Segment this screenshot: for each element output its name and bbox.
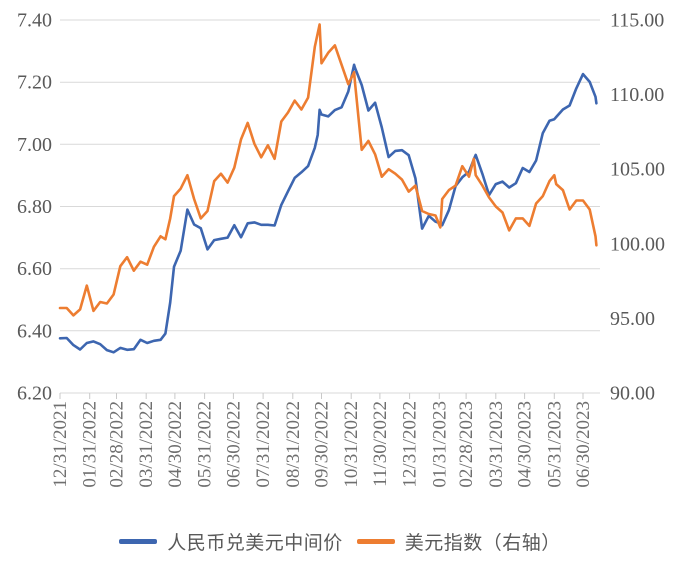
legend-item-cny-parity: 人民币兑美元中间价 <box>119 528 343 555</box>
series-line-cny-usd-central-parity <box>58 63 598 354</box>
left-axis-tick-label: 6.60 <box>17 258 52 280</box>
left-axis-tick-label: 6.40 <box>17 320 52 342</box>
right-axis-tick-label: 100.00 <box>610 233 665 255</box>
right-axis-tick-label: 115.00 <box>610 10 664 32</box>
left-axis-tick-label: 7.20 <box>17 72 52 94</box>
chart-legend: 人民币兑美元中间价 美元指数（右轴） <box>0 528 680 555</box>
legend-line-swatch-blue <box>119 539 158 544</box>
x-axis-tick-label: 12/31/2022 <box>400 401 421 488</box>
x-axis-tick-label: 05/31/2023 <box>544 401 565 488</box>
x-axis-tick-label: 05/31/2022 <box>195 401 216 488</box>
left-axis-tick-label: 7.40 <box>17 10 52 32</box>
series-line-usd-index <box>58 23 598 317</box>
x-axis-tick-label: 04/30/2023 <box>515 401 536 488</box>
x-axis-tick-label: 08/31/2022 <box>283 401 304 488</box>
legend-item-usd-index: 美元指数（右轴） <box>356 528 561 555</box>
x-axis-tick-label: 06/30/2023 <box>573 401 594 488</box>
left-axis-tick-label: 6.20 <box>17 383 52 405</box>
x-axis-tick-label: 01/31/2022 <box>80 401 101 488</box>
legend-line-swatch-orange <box>356 539 395 544</box>
x-axis-tick-label: 02/28/2023 <box>456 401 477 488</box>
right-axis-tick-label: 105.00 <box>610 159 665 181</box>
x-axis-tick-label: 07/31/2022 <box>253 401 274 488</box>
right-axis-tick-label: 90.00 <box>610 383 655 405</box>
legend-label-usd-index: 美元指数（右轴） <box>404 533 561 554</box>
legend-label-cny-parity: 人民币兑美元中间价 <box>167 533 343 554</box>
x-axis-tick-label: 01/31/2023 <box>429 401 450 488</box>
x-axis-tick-label: 06/30/2022 <box>223 401 244 488</box>
chart-plot-area: 12/31/2021 01/31/2022 02/28/2022 03/31/2022… <box>17 10 665 488</box>
left-axis-tick-label: 6.80 <box>17 196 52 218</box>
x-axis-tick-label: 03/31/2022 <box>136 401 157 488</box>
x-axis-tick-label: 11/30/2022 <box>370 401 391 487</box>
x-axis-tick-label: 09/30/2022 <box>312 401 333 488</box>
right-axis-tick-label: 95.00 <box>610 308 655 330</box>
x-axis-tick-label: 03/31/2023 <box>486 401 507 488</box>
right-axis-tick-label: 110.00 <box>610 84 664 106</box>
x-axis-tick-label: 04/30/2022 <box>165 401 186 488</box>
x-axis-tick-label: 02/28/2022 <box>107 401 128 488</box>
left-axis-tick-label: 7.00 <box>17 134 52 156</box>
x-axis-tick-label: 12/31/2021 <box>50 401 71 488</box>
x-axis-tick-label: 10/31/2022 <box>341 401 362 488</box>
